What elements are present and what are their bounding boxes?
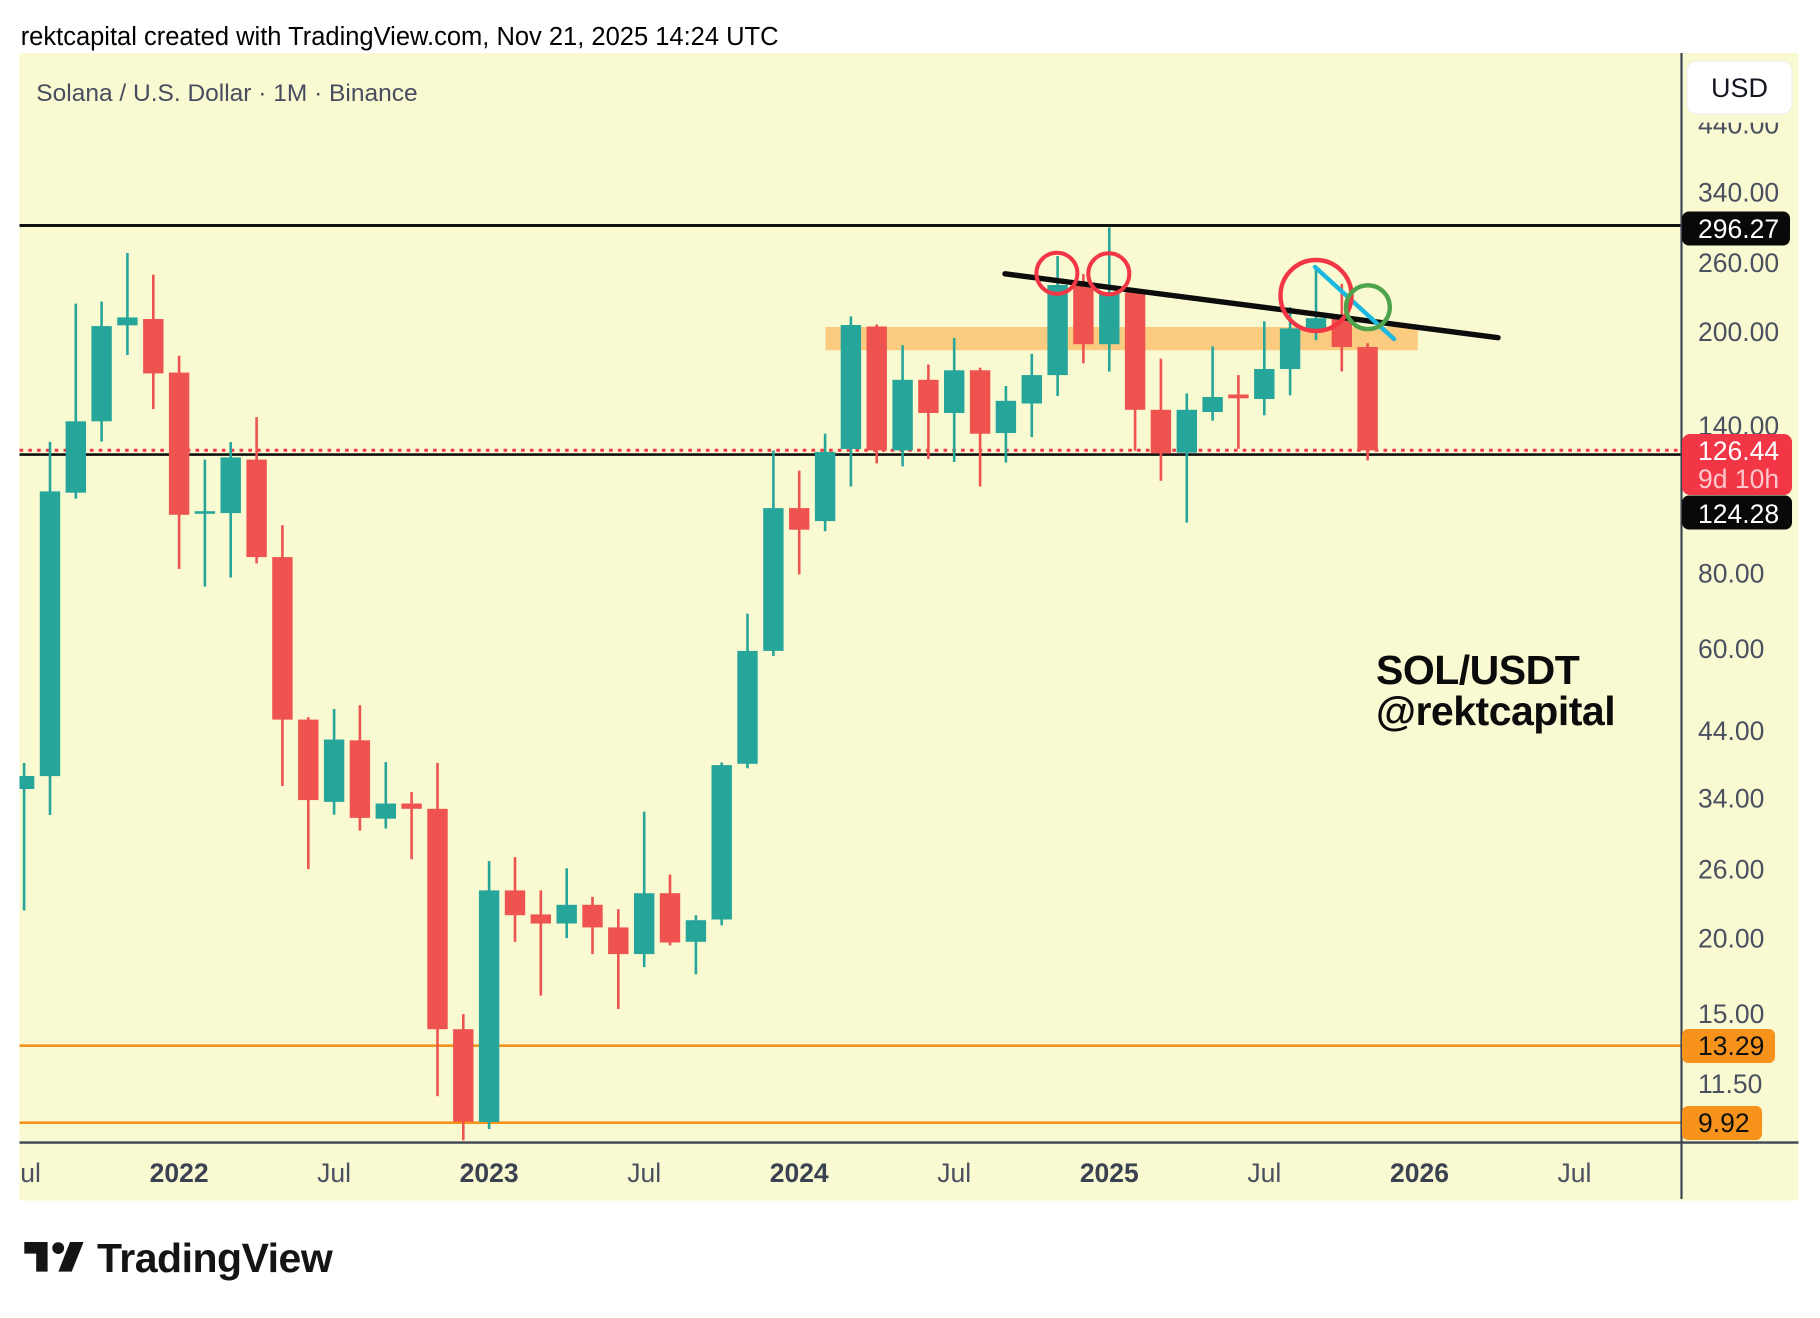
svg-text:11.50: 11.50 — [1698, 1069, 1762, 1099]
svg-text:20.00: 20.00 — [1698, 923, 1764, 953]
svg-text:340.00: 340.00 — [1698, 178, 1779, 208]
svg-text:2025: 2025 — [1080, 1158, 1139, 1188]
svg-text:34.00: 34.00 — [1698, 784, 1764, 814]
svg-text:Jul: Jul — [937, 1158, 971, 1188]
svg-text:2026: 2026 — [1390, 1158, 1449, 1188]
svg-text:Solana / U.S. Dollar · 1M · Bi: Solana / U.S. Dollar · 1M · Binance — [36, 80, 417, 107]
svg-text:SOL/USDT: SOL/USDT — [1376, 647, 1580, 693]
svg-text:9.92: 9.92 — [1698, 1108, 1750, 1138]
svg-text:126.44: 126.44 — [1698, 436, 1779, 466]
svg-text:USD: USD — [1711, 73, 1768, 103]
svg-text:80.00: 80.00 — [1698, 558, 1764, 588]
svg-text:440.00: 440.00 — [1698, 110, 1779, 140]
svg-text:@rektcapital: @rektcapital — [1376, 688, 1615, 734]
svg-text:TradingView: TradingView — [97, 1235, 333, 1281]
svg-text:13.29: 13.29 — [1698, 1031, 1764, 1061]
svg-text:Jul: Jul — [627, 1158, 661, 1188]
svg-text:Jul: Jul — [1247, 1158, 1281, 1188]
svg-text:2023: 2023 — [460, 1158, 519, 1188]
svg-text:60.00: 60.00 — [1698, 634, 1764, 664]
svg-text:15.00: 15.00 — [1698, 999, 1764, 1029]
svg-text:Jul: Jul — [317, 1158, 351, 1188]
svg-text:296.27: 296.27 — [1698, 214, 1779, 244]
svg-text:26.00: 26.00 — [1698, 854, 1764, 884]
svg-text:200.00: 200.00 — [1698, 317, 1779, 347]
svg-text:2022: 2022 — [150, 1158, 209, 1188]
svg-text:44.00: 44.00 — [1698, 716, 1764, 746]
svg-text:Jul: Jul — [7, 1158, 41, 1188]
svg-text:260.00: 260.00 — [1698, 248, 1779, 278]
svg-text:124.28: 124.28 — [1698, 499, 1779, 529]
svg-text:9d 10h: 9d 10h — [1698, 464, 1779, 494]
svg-text:Jul: Jul — [1558, 1158, 1592, 1188]
svg-text:rektcapital created with Tradi: rektcapital created with TradingView.com… — [21, 23, 779, 51]
svg-text:2024: 2024 — [770, 1158, 829, 1188]
